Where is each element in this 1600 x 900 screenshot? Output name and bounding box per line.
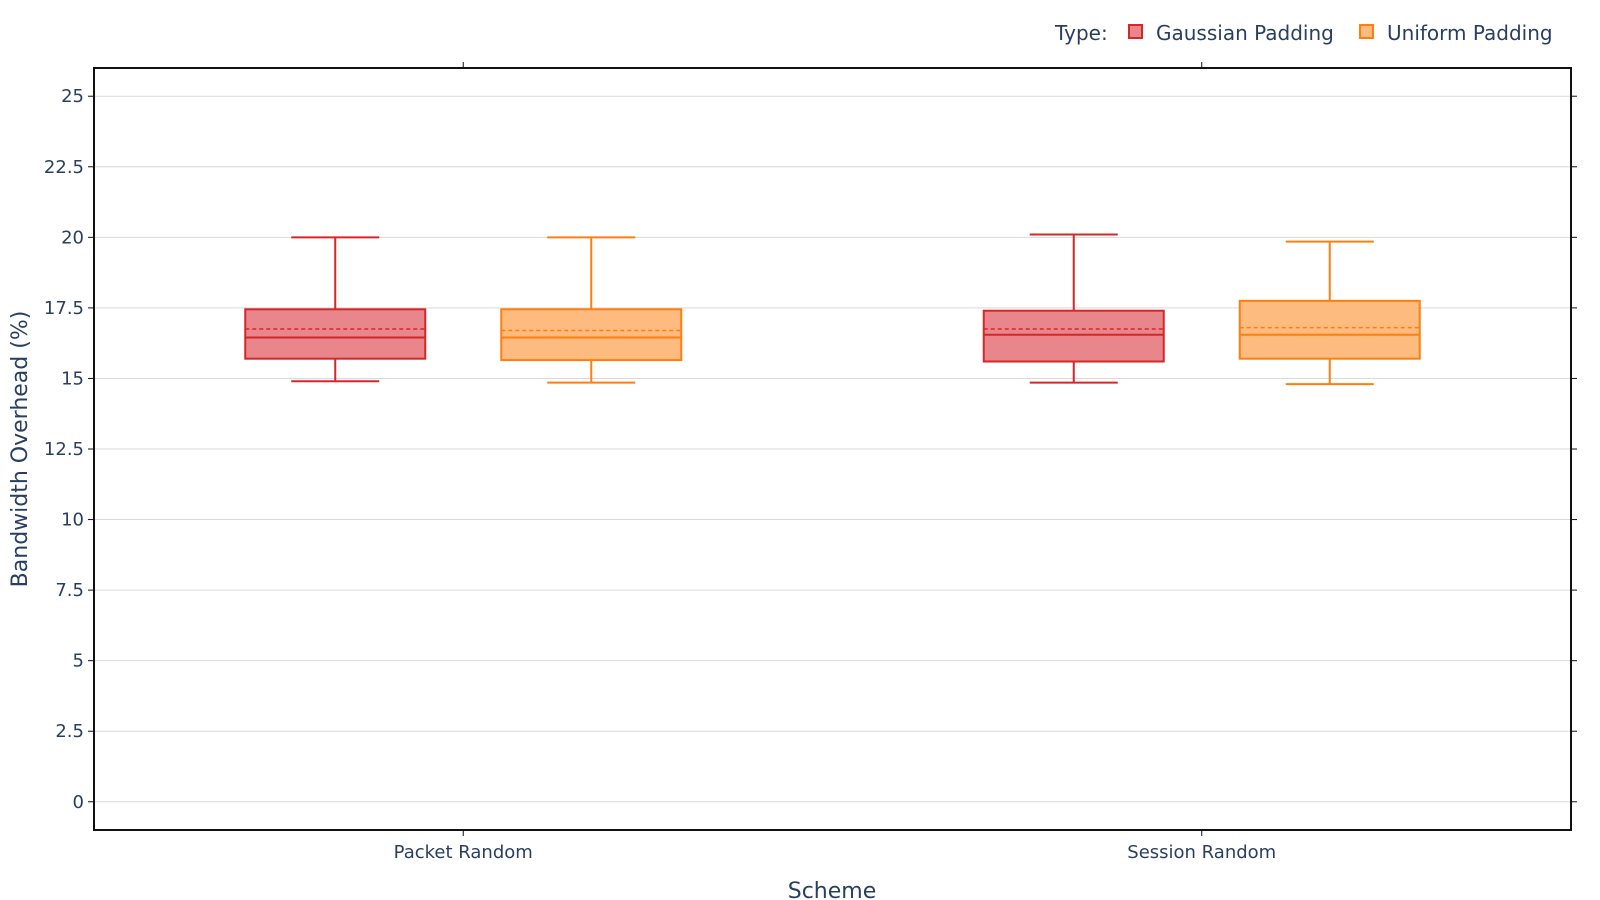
legend-label-uniform: Uniform Padding	[1387, 21, 1553, 45]
legend-title: Type:	[1054, 21, 1108, 45]
box-gaussian-session-random[interactable]	[982, 233, 1165, 384]
legend-swatch-gaussian	[1128, 24, 1143, 39]
legend-label-gaussian: Gaussian Padding	[1156, 21, 1334, 45]
x-tick-label: Session Random	[1127, 842, 1276, 863]
box-uniform-session-random[interactable]	[1238, 240, 1421, 386]
legend: Type: Gaussian Padding Uniform Padding	[1054, 21, 1553, 45]
x-axis-title: Scheme	[788, 879, 877, 900]
legend-item-gaussian[interactable]: Gaussian Padding	[1128, 21, 1334, 45]
y-tick-label: 7.5	[55, 580, 84, 601]
y-tick-label: 12.5	[44, 439, 84, 460]
box-iqr	[500, 308, 683, 362]
box-iqr	[982, 309, 1165, 363]
legend-item-uniform[interactable]: Uniform Padding	[1359, 21, 1553, 45]
legend-swatch-uniform	[1359, 24, 1374, 39]
y-tick-label: 5	[73, 651, 84, 672]
y-tick-label: 0	[73, 792, 84, 813]
y-tick-label: 15	[61, 368, 84, 389]
box-iqr	[1238, 299, 1421, 360]
box-iqr	[244, 308, 427, 360]
y-tick-label: 10	[61, 510, 84, 531]
gridlines	[94, 95, 1571, 803]
x-axis-ticks: Packet Random Session Random	[394, 62, 1276, 863]
y-tick-label: 22.5	[44, 157, 84, 178]
box-series	[244, 233, 1421, 386]
y-axis-title: Bandwidth Overhead (%)	[8, 311, 33, 588]
box-uniform-packet-random[interactable]	[500, 236, 683, 384]
y-tick-label: 17.5	[44, 298, 84, 319]
x-tick-label: Packet Random	[394, 842, 533, 863]
y-tick-label: 20	[61, 227, 84, 248]
y-axis-ticks: 0 2.5 5 7.5 10 12.5 15 17.5 20 22.5 25	[44, 86, 1577, 813]
box-gaussian-packet-random[interactable]	[244, 236, 427, 383]
y-tick-label: 2.5	[55, 721, 84, 742]
y-tick-label: 25	[61, 86, 84, 107]
